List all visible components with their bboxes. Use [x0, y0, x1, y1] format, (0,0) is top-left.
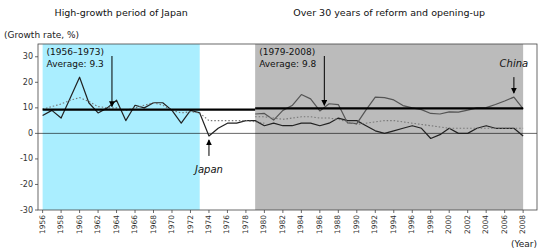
x-tick: [171, 210, 172, 213]
plot-frame: [38, 44, 537, 210]
x-tick-label: 1978: [241, 215, 250, 234]
average-arrow: [111, 56, 112, 107]
x-tick: [208, 210, 209, 213]
x-tick: [245, 210, 246, 213]
x-tick-label: 1958: [56, 215, 65, 234]
average-label: Average: 9.8: [259, 59, 316, 69]
x-tick: [412, 210, 413, 213]
x-tick-label: 1988: [333, 215, 342, 234]
x-axis-label: (Year): [511, 239, 537, 249]
period-label: (1979-2008): [259, 47, 315, 57]
x-tick: [79, 210, 80, 213]
series-line: [43, 77, 524, 138]
y-tick: [35, 56, 38, 57]
x-tick-label: 1960: [75, 215, 84, 234]
period-title: Over 30 years of reform and opening-up: [293, 7, 485, 18]
y-tick-label: -10: [20, 154, 33, 163]
x-tick-label: 1970: [167, 215, 176, 234]
x-tick-label: 1984: [296, 215, 305, 234]
y-tick-label: -30: [20, 206, 33, 215]
series-label: China: [500, 58, 529, 69]
x-tick: [393, 210, 394, 213]
x-tick: [523, 210, 524, 213]
x-tick: [153, 210, 154, 213]
series-line: [255, 95, 523, 124]
x-tick-label: 2000: [444, 215, 453, 234]
x-tick: [282, 210, 283, 213]
series-arrow: [208, 140, 209, 156]
x-tick-label: 2006: [500, 215, 509, 234]
x-tick-label: 1976: [222, 215, 231, 234]
x-tick-label: 1990: [352, 215, 361, 234]
x-tick: [135, 210, 136, 213]
average-arrow: [324, 56, 325, 105]
y-tick-label: 30: [23, 52, 33, 61]
y-tick: [35, 158, 38, 159]
x-tick-label: 1986: [315, 215, 324, 234]
x-tick-label: 1966: [130, 215, 139, 234]
x-tick-label: 2004: [481, 215, 490, 234]
x-tick-label: 1972: [186, 215, 195, 234]
average-line: [43, 108, 256, 110]
x-tick-label: 1982: [278, 215, 287, 234]
series-label: Japan: [193, 164, 223, 175]
period-region: [43, 44, 200, 210]
y-tick: [35, 184, 38, 185]
x-tick: [486, 210, 487, 213]
x-tick-label: 2008: [518, 215, 527, 234]
x-tick: [467, 210, 468, 213]
y-tick: [35, 210, 38, 211]
x-tick: [61, 210, 62, 213]
x-tick: [301, 210, 302, 213]
x-tick: [264, 210, 265, 213]
trend-line: [255, 117, 523, 129]
y-tick: [35, 82, 38, 83]
y-tick: [35, 133, 38, 134]
x-tick-label: 2002: [463, 215, 472, 234]
x-tick: [356, 210, 357, 213]
x-tick-label: 1956: [38, 215, 47, 234]
y-tick-label: 10: [23, 103, 33, 112]
x-tick-label: 1974: [204, 215, 213, 234]
x-tick-label: 1968: [149, 215, 158, 234]
y-axis-label: (Growth rate, %): [4, 30, 79, 40]
x-tick: [98, 210, 99, 213]
y-tick: [35, 107, 38, 108]
x-tick: [375, 210, 376, 213]
x-tick-label: 1962: [93, 215, 102, 234]
x-tick: [190, 210, 191, 213]
x-tick: [319, 210, 320, 213]
x-tick: [449, 210, 450, 213]
x-tick: [504, 210, 505, 213]
y-tick-label: 20: [23, 78, 33, 87]
average-line: [255, 107, 523, 109]
chart: -30 -20 -10 0 10 20 30 1956 1958 1960 1962 1964 1966…: [0, 0, 549, 250]
y-tick-label: -20: [20, 180, 33, 189]
plot-area: [38, 44, 537, 210]
trend-line: [43, 98, 265, 124]
average-label: Average: 9.3: [47, 59, 104, 69]
x-tick-label: 1980: [259, 215, 268, 234]
x-tick-label: 1992: [370, 215, 379, 234]
series-arrow: [513, 77, 514, 93]
x-tick-label: 1994: [389, 215, 398, 234]
x-tick: [42, 210, 43, 213]
y-tick-label: 0: [28, 129, 33, 138]
x-tick-label: 1998: [426, 215, 435, 234]
x-tick: [430, 210, 431, 213]
x-tick: [116, 210, 117, 213]
x-tick-label: 1996: [407, 215, 416, 234]
period-title: High-growth period of Japan: [55, 7, 188, 18]
x-tick: [338, 210, 339, 213]
period-label: (1956–1973): [47, 47, 104, 57]
x-tick-label: 1964: [112, 215, 121, 234]
x-tick: [227, 210, 228, 213]
